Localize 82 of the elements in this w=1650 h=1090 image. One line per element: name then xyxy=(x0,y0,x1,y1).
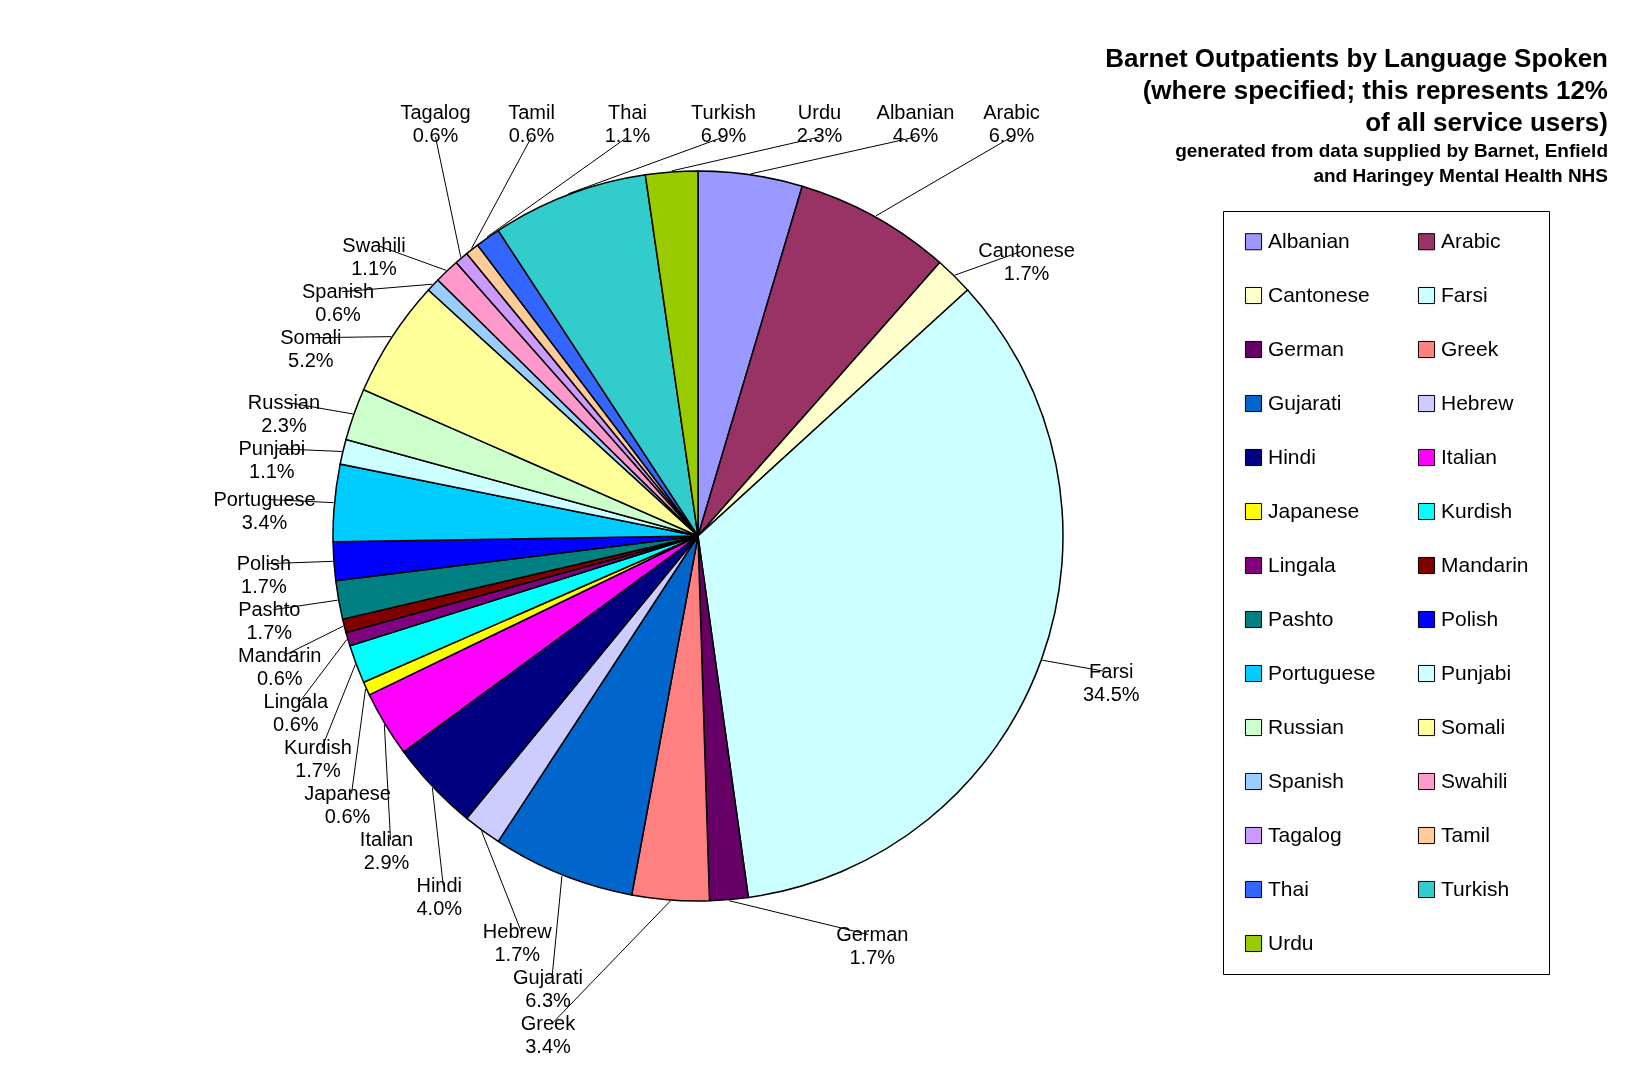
legend-label: Mandarin xyxy=(1441,552,1529,576)
legend-label: Arabic xyxy=(1441,228,1501,252)
chart-title: Barnet Outpatients by Language Spoken (where specified; this represents 12% of all service users) xyxy=(1105,43,1608,137)
slice-label: Tagalog xyxy=(400,101,471,123)
legend-label: Thai xyxy=(1268,876,1309,900)
legend-label: Tagalog xyxy=(1268,822,1342,846)
slice-label: Somali xyxy=(280,325,342,348)
data-label: 1.7% xyxy=(246,620,293,643)
data-label: 34.5% xyxy=(1082,682,1140,705)
slice-label: Italian xyxy=(359,827,414,850)
data-label: 1.1% xyxy=(604,124,651,146)
data-label: 3.4% xyxy=(525,1034,572,1057)
slice-label: Tamil xyxy=(508,101,555,123)
data-label: 1.1% xyxy=(351,256,398,279)
slice-label: Russian xyxy=(247,390,321,413)
slice-label: Polish xyxy=(236,551,292,574)
slice-label: Pashto xyxy=(238,597,301,620)
data-label: 2.3% xyxy=(796,124,843,146)
slice-label: Spanish xyxy=(301,279,375,302)
slice-label: German xyxy=(836,922,909,945)
data-label: 1.7% xyxy=(849,945,896,968)
legend-label: Cantonese xyxy=(1268,282,1370,306)
slice-label: Swahili xyxy=(342,233,406,256)
legend-label: Polish xyxy=(1441,606,1499,630)
data-label: 0.6% xyxy=(315,302,362,325)
slice-label: Arabic xyxy=(983,101,1040,123)
data-label: 2.3% xyxy=(261,413,307,436)
slice-label: Portuguese xyxy=(213,487,316,510)
slice-label: Greek xyxy=(520,1011,577,1034)
data-label: 1.7% xyxy=(1003,261,1050,284)
legend-label: Hebrew xyxy=(1441,390,1515,414)
data-label: 5.2% xyxy=(288,348,334,371)
data-label: 1.7% xyxy=(295,758,341,781)
data-label: 1.1% xyxy=(249,459,295,482)
slice-label: Turkish xyxy=(691,101,756,123)
data-label: 0.6% xyxy=(412,124,459,146)
slice-label: Urdu xyxy=(797,101,842,123)
legend-label: Farsi xyxy=(1441,282,1488,306)
slice-label: Punjabi xyxy=(238,436,306,459)
data-label: 0.6% xyxy=(508,124,555,146)
legend-label: German xyxy=(1268,336,1344,360)
legend-label: Gujarati xyxy=(1268,390,1342,414)
legend-label: Portuguese xyxy=(1268,660,1376,684)
data-label: 1.7% xyxy=(241,574,287,597)
slice-label: Kurdish xyxy=(284,735,352,758)
legend-label: Italian xyxy=(1441,444,1498,468)
slice-label: Gujarati xyxy=(512,965,584,988)
legend-label: Swahili xyxy=(1441,768,1508,792)
legend-label: Punjabi xyxy=(1441,660,1512,684)
data-label: 4.0% xyxy=(416,896,463,919)
data-label: 0.6% xyxy=(324,804,371,827)
legend-label: Greek xyxy=(1441,336,1499,360)
data-label: 0.6% xyxy=(256,666,303,689)
data-label: 0.6% xyxy=(272,712,319,735)
data-label: 3.4% xyxy=(241,510,288,533)
legend-label: Lingala xyxy=(1268,552,1337,576)
legend-label: Japanese xyxy=(1268,498,1360,522)
legend-label: Pashto xyxy=(1268,606,1334,630)
slice-label: Thai xyxy=(608,101,647,123)
text: generated from data supplied by Barnet, Enfield and Haringey Mental Health NHS xyxy=(1175,140,1608,186)
data-label: 2.9% xyxy=(363,850,410,873)
legend-label: Russian xyxy=(1268,714,1344,738)
slice-label: Cantonese xyxy=(978,238,1075,261)
data-label: 1.7% xyxy=(494,942,541,965)
slice-label: Albanian xyxy=(876,101,955,123)
legend-label: Urdu xyxy=(1268,930,1314,954)
data-label: 4.6% xyxy=(892,124,939,146)
legend-label: Tamil xyxy=(1441,822,1491,846)
legend-label: Albanian xyxy=(1268,228,1350,252)
legend-label: Hindi xyxy=(1268,444,1316,468)
legend-label: Somali xyxy=(1441,714,1506,738)
slice-label: Hebrew xyxy=(482,919,553,942)
slice-label: Mandarin xyxy=(238,643,322,666)
slice-label: Farsi xyxy=(1089,659,1134,682)
legend-label: Turkish xyxy=(1441,876,1510,900)
slice-label: Lingala xyxy=(263,689,329,712)
data-label: 6.9% xyxy=(700,124,747,146)
data-label: 6.9% xyxy=(988,124,1035,146)
legend-label: Kurdish xyxy=(1441,498,1513,522)
data-label: 6.3% xyxy=(525,988,572,1011)
slice-label: Hindi xyxy=(416,873,463,896)
legend-label: Spanish xyxy=(1268,768,1344,792)
